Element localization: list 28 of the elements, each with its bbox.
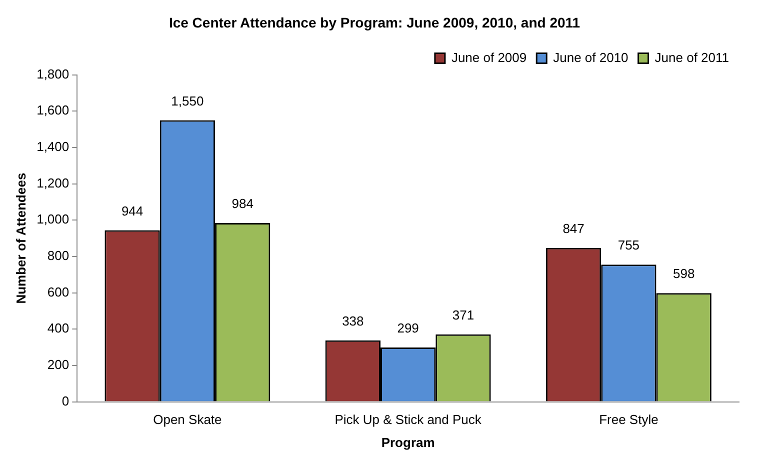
data-label: 847 [562, 221, 584, 236]
data-label: 338 [342, 313, 364, 328]
data-label: 598 [672, 266, 695, 282]
y-tick-label: 1,400 [36, 139, 70, 154]
y-tick-label: 1,800 [36, 66, 70, 82]
y-tick-label: 400 [47, 320, 70, 336]
y-tick-label: 1,600 [36, 102, 70, 118]
legend-label: June of 2010 [553, 50, 628, 65]
data-label: 1,550 [171, 93, 204, 108]
data-label: 371 [452, 307, 474, 322]
y-tick-label: 1,000 [36, 212, 70, 227]
legend-label: June of 2009 [451, 50, 527, 65]
y-axis-title: Number of Attendees [13, 172, 28, 304]
x-tick-label: Open Skate [153, 412, 222, 428]
data-label: 984 [232, 196, 254, 212]
chart-title: Ice Center Attendance by Program: June 2009, 2010, and 2011 [168, 14, 580, 30]
data-label: 944 [121, 203, 144, 218]
data-label: 755 [618, 238, 640, 253]
data-label: 299 [397, 320, 419, 336]
y-tick-label: 0 [62, 393, 70, 408]
legend-label: June of 2011 [654, 50, 730, 65]
x-axis-title: Program [381, 434, 435, 450]
x-tick-label: Free Style [599, 412, 658, 428]
y-tick-label: 800 [47, 248, 70, 264]
y-tick-label: 600 [47, 284, 70, 300]
y-tick-label: 1,200 [36, 175, 70, 190]
x-tick-label: Pick Up & Stick and Puck [334, 412, 482, 428]
y-tick-label: 200 [47, 357, 70, 372]
